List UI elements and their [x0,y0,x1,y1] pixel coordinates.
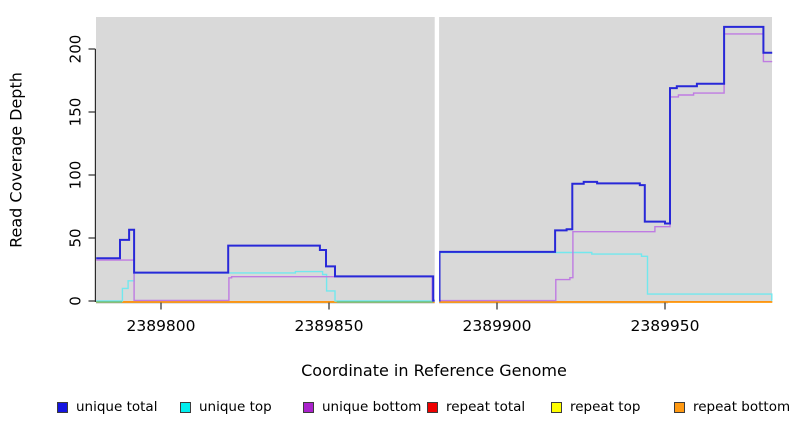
legend-item-unique-total: unique total [57,397,157,417]
series-line-unique-total [96,25,773,302]
legend-item-repeat-total: repeat total [427,397,525,417]
no-data-gap [434,16,440,305]
legend-swatch-repeat-total [427,401,438,413]
x-axis-title: Coordinate in Reference Genome [301,361,567,380]
legend: unique total unique top unique bottom re… [0,397,792,421]
legend-item-unique-top: unique top [180,397,272,417]
legend-swatch-repeat-top [551,401,562,413]
legend-label: repeat total [446,399,526,415]
legend-swatch-unique-bottom [303,401,314,413]
legend-item-unique-bottom: unique bottom [303,397,421,417]
y-tick-label: 100 [67,161,85,190]
y-tick-label: 150 [67,98,85,127]
y-tick-label: 200 [67,35,85,64]
legend-item-repeat-top: repeat top [551,397,640,417]
legend-label: unique bottom [322,399,422,415]
y-tick-label: 50 [67,228,85,247]
y-axis-title: Read Coverage Depth [6,72,26,248]
legend-label: repeat top [570,399,641,415]
legend-swatch-unique-total [57,401,68,413]
plot-area [96,17,772,302]
series-line-unique-top [96,251,773,302]
legend-swatch-repeat-bottom [674,401,685,413]
legend-label: unique total [76,399,158,415]
legend-swatch-unique-top [180,401,191,413]
series-line-unique-bottom [96,33,773,302]
x-tick-label: 2389950 [630,317,699,335]
legend-label: unique top [199,399,272,415]
x-tick-label: 2389900 [462,317,531,335]
x-tick-label: 2389850 [294,317,363,335]
legend-label: repeat bottom [693,399,791,415]
legend-item-repeat-bottom: repeat bottom [674,397,790,417]
x-tick-label: 2389800 [126,317,195,335]
y-tick-label: 0 [67,296,85,306]
